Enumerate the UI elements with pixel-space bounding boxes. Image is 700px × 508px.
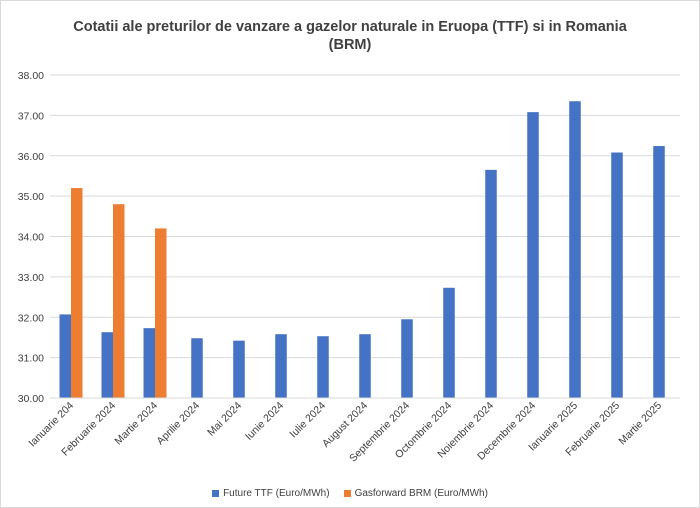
y-tick-label: 36.00 xyxy=(18,151,44,163)
bar-future-ttf xyxy=(359,334,371,398)
bar-future-ttf xyxy=(191,338,203,398)
legend-item-future-ttf: Future TTF (Euro/MWh) xyxy=(212,488,330,499)
chart-title-line2: (BRM) xyxy=(328,37,372,53)
x-tick-label: Aprilie 2024 xyxy=(154,400,202,448)
legend-label-future-ttf: Future TTF (Euro/MWh) xyxy=(223,488,330,499)
x-tick-label: Iulie 2024 xyxy=(287,400,328,441)
chart-title: Cotatii ale preturilor de vanzare a gaze… xyxy=(0,18,700,54)
legend-swatch-gasforward-brm xyxy=(343,490,351,497)
legend-label-gasforward-brm: Gasforward BRM (Euro/MWh) xyxy=(354,488,488,499)
bar-future-ttf xyxy=(143,328,155,398)
bar-gasforward-brm xyxy=(71,188,83,398)
bar-future-ttf xyxy=(443,287,455,398)
y-tick-label: 33.00 xyxy=(18,272,44,284)
legend-item-gasforward-brm: Gasforward BRM (Euro/MWh) xyxy=(343,488,488,499)
bar-future-ttf xyxy=(233,340,245,398)
x-tick-label: Mai 2024 xyxy=(205,400,244,439)
y-tick-label: 32.00 xyxy=(18,312,44,324)
x-tick-label: Martie 2025 xyxy=(616,400,664,448)
bar-future-ttf xyxy=(485,169,497,398)
legend-swatch-future-ttf xyxy=(212,490,220,497)
y-tick-label: 30.00 xyxy=(18,393,44,405)
x-tick-label: Iunie 2024 xyxy=(243,400,286,443)
bar-future-ttf xyxy=(527,112,539,399)
chart-title-line1: Cotatii ale preturilor de vanzare a gaze… xyxy=(73,19,627,35)
bar-gasforward-brm xyxy=(113,204,125,398)
y-tick-label: 35.00 xyxy=(18,191,44,203)
y-tick-label: 34.00 xyxy=(18,232,44,244)
bar-future-ttf xyxy=(59,314,71,398)
bar-future-ttf xyxy=(611,152,623,398)
y-tick-label: 38.00 xyxy=(18,70,44,82)
bar-gasforward-brm xyxy=(155,228,167,398)
y-tick-label: 37.00 xyxy=(18,110,44,122)
y-tick-label: 31.00 xyxy=(18,353,44,365)
x-tick-label: Martie 2024 xyxy=(112,400,160,448)
bar-future-ttf xyxy=(317,336,329,398)
bar-future-ttf xyxy=(401,319,413,398)
bar-future-ttf xyxy=(101,332,113,398)
bar-future-ttf xyxy=(275,334,287,398)
legend: Future TTF (Euro/MWh) Gasforward BRM (Eu… xyxy=(0,488,700,499)
bar-future-ttf xyxy=(653,146,665,398)
bar-future-ttf xyxy=(569,101,581,399)
